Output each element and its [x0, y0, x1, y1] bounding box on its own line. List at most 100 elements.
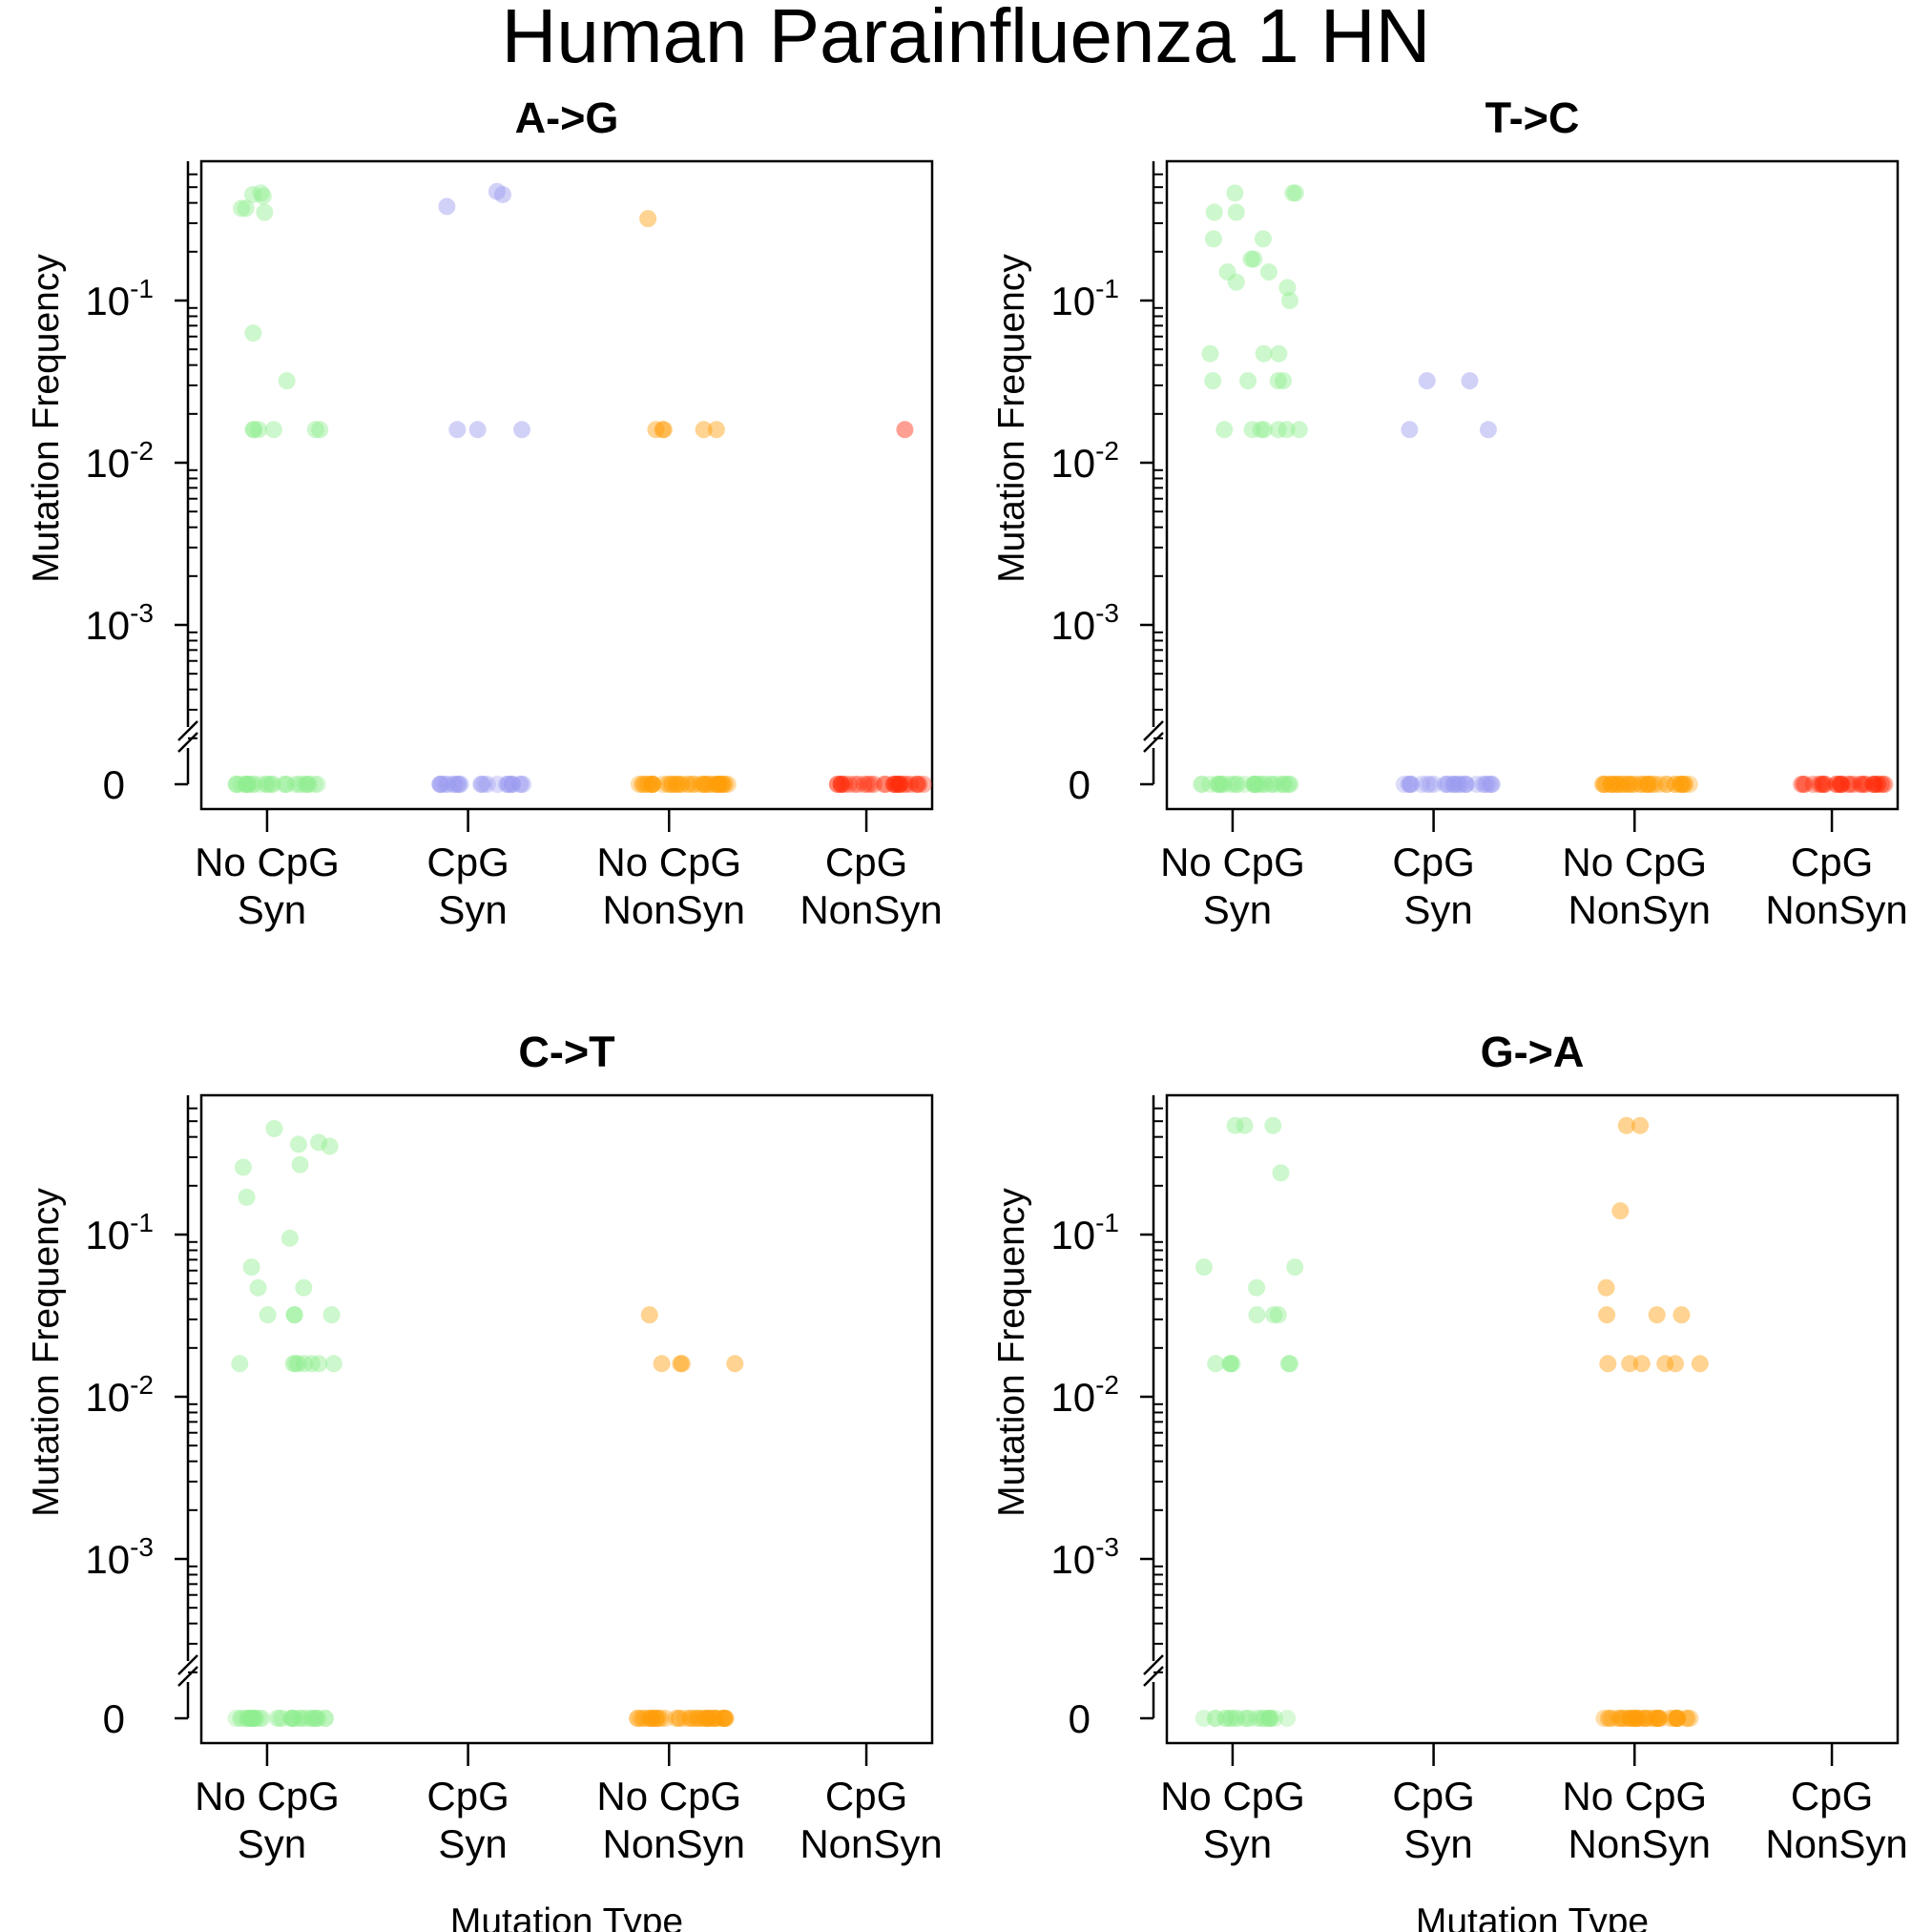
- data-point-zero: [277, 776, 295, 793]
- data-point: [1631, 1116, 1650, 1134]
- data-point-zero: [1810, 776, 1828, 793]
- plot-frame: [1165, 1093, 1900, 1745]
- data-point-zero: [1448, 776, 1466, 793]
- data-point-zero: [1869, 776, 1887, 793]
- y-tick-label: 10-3: [85, 1532, 154, 1582]
- data-point: [695, 421, 713, 439]
- data-point-zero: [258, 776, 276, 793]
- data-point-zero: [658, 776, 676, 793]
- data-point-zero: [833, 776, 851, 793]
- data-point-zero: [439, 776, 457, 793]
- data-point-zero: [1260, 1710, 1278, 1727]
- data-point-zero: [282, 1710, 301, 1727]
- data-point-zero: [253, 1710, 271, 1727]
- data-point-zero: [700, 776, 718, 793]
- data-point-zero: [1599, 1710, 1617, 1727]
- data-point-zero: [1266, 1710, 1284, 1727]
- data-point-zero: [237, 776, 255, 793]
- data-point: [1248, 1278, 1266, 1297]
- data-point-zero: [1278, 1710, 1297, 1727]
- data-point-zero: [891, 776, 909, 793]
- data-point-zero: [1665, 1710, 1683, 1727]
- data-point-zero: [1672, 776, 1690, 793]
- data-point: [286, 1355, 304, 1373]
- data-point-zero: [300, 776, 318, 793]
- data-point-zero: [282, 1710, 301, 1727]
- data-point: [1270, 344, 1288, 363]
- data-point-zero: [641, 1710, 659, 1727]
- data-point-zero: [1476, 776, 1494, 793]
- data-point: [244, 421, 262, 439]
- x-tick-label: Syn: [238, 887, 306, 932]
- data-point-zero: [865, 776, 883, 793]
- data-point-zero: [712, 776, 730, 793]
- data-point-zero: [1621, 1710, 1639, 1727]
- data-point-zero: [1474, 776, 1492, 793]
- data-point: [1255, 344, 1273, 363]
- data-point-zero: [227, 776, 245, 793]
- data-point: [1461, 372, 1479, 390]
- data-point-zero: [886, 776, 904, 793]
- data-point: [295, 1278, 313, 1297]
- data-point-zero: [431, 776, 449, 793]
- data-point: [1479, 421, 1497, 439]
- x-tick-label: No CpG: [1562, 1774, 1707, 1818]
- data-point-zero: [705, 1710, 723, 1727]
- data-point-zero: [1478, 776, 1496, 793]
- data-point-zero: [499, 776, 517, 793]
- data-point-zero: [889, 776, 907, 793]
- data-point-zero: [298, 776, 316, 793]
- data-point: [1278, 421, 1296, 439]
- data-point-zero: [472, 776, 490, 793]
- data-point-zero: [715, 776, 733, 793]
- data-point-zero: [1634, 1710, 1652, 1727]
- data-point-zero: [1413, 776, 1431, 793]
- data-point-zero: [638, 776, 656, 793]
- y-tick-label: 10-3: [1050, 598, 1119, 648]
- data-point-zero: [1666, 776, 1684, 793]
- data-point-zero: [656, 1710, 675, 1727]
- data-point-zero: [1853, 776, 1871, 793]
- y-tick-label: 10-1: [1050, 1208, 1119, 1257]
- data-point-zero: [1458, 776, 1476, 793]
- data-point-zero: [1621, 1710, 1639, 1727]
- data-point-zero: [1672, 776, 1691, 793]
- data-point-zero: [681, 1710, 699, 1727]
- data-point: [1672, 1306, 1691, 1324]
- data-point-zero: [284, 1710, 302, 1727]
- data-point-zero: [1611, 776, 1630, 793]
- data-point-zero: [1669, 1710, 1687, 1727]
- data-point-zero: [242, 1710, 260, 1727]
- x-tick-label: Syn: [1403, 887, 1472, 932]
- data-point-zero: [694, 776, 712, 793]
- data-point-zero: [632, 1710, 650, 1727]
- axis-break-mark: [177, 1654, 198, 1675]
- data-point: [254, 187, 272, 205]
- data-point-zero: [696, 776, 714, 793]
- data-point-zero: [1457, 776, 1475, 793]
- data-point-zero: [1601, 1710, 1619, 1727]
- data-point-zero: [1651, 776, 1669, 793]
- data-point: [1264, 1116, 1282, 1134]
- data-point-zero: [1227, 776, 1245, 793]
- data-point-zero: [664, 776, 682, 793]
- data-point: [265, 1119, 283, 1137]
- data-point-zero: [1841, 776, 1859, 793]
- data-point-zero: [450, 776, 468, 793]
- data-point-zero: [1444, 776, 1462, 793]
- data-point-zero: [1481, 776, 1499, 793]
- data-point-zero: [634, 776, 652, 793]
- data-point: [1242, 250, 1260, 268]
- data-point-zero: [1661, 1710, 1679, 1727]
- data-point-zero: [630, 776, 648, 793]
- data-point: [1239, 372, 1257, 390]
- data-point-zero: [670, 1710, 688, 1727]
- data-point-zero: [447, 776, 466, 793]
- data-point-zero: [488, 776, 507, 793]
- data-point-zero: [647, 1710, 665, 1727]
- data-point-zero: [708, 776, 726, 793]
- data-point-zero: [832, 776, 850, 793]
- data-point-zero: [670, 1710, 688, 1727]
- data-point-zero: [298, 1710, 316, 1727]
- data-point: [448, 421, 467, 439]
